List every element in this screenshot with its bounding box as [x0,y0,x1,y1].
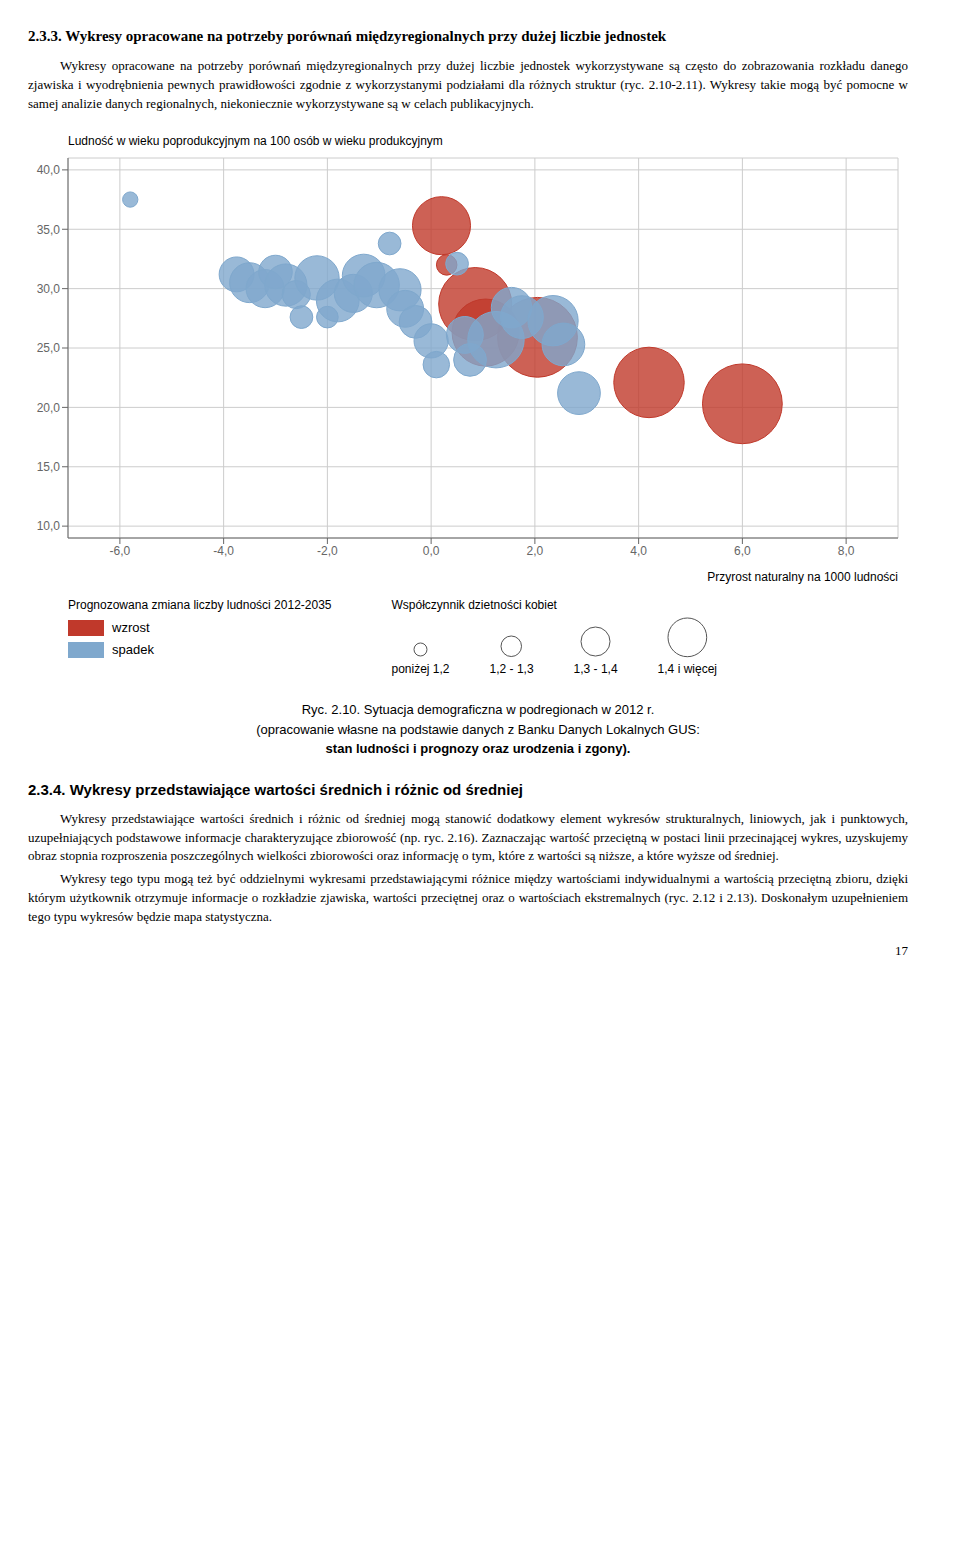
svg-text:2,0: 2,0 [527,543,544,557]
svg-text:25,0: 25,0 [37,341,61,355]
html-text:Przyrost naturalny na 1000 lud: Przyrost naturalny na 1000 ludności [707,569,898,584]
html-text:2.3.3. Wykresy opracowane na p: 2.3.3. Wykresy opracowane na potrzeby po… [28,28,667,44]
svg-text:4,0: 4,0 [630,543,647,557]
svg-text:10,0: 10,0 [37,519,61,533]
svg-text:40,0: 40,0 [37,163,61,177]
html-text:poniżej 1,2: poniżej 1,2 [391,662,450,677]
html-text:2.3.4. Wykresy przedstawiające: 2.3.4. Wykresy przedstawiające wartości … [28,780,523,798]
html-text:stan ludności i prognozy oraz: stan ludności i prognozy oraz urodzenia … [325,741,631,757]
html-text:1,2 - 1,3: 1,2 - 1,3 [489,662,534,677]
html-text:Współczynnik dzietności kobiet: Współczynnik dzietności kobiet [391,597,557,612]
html-text:Wykresy tego typu mogą też być: Wykresy tego typu mogą też być oddzielny… [28,871,908,924]
svg-text:-2,0: -2,0 [317,543,338,557]
html-text:Prognozowana zmiana liczby lud: Prognozowana zmiana liczby ludności 2012… [68,597,332,612]
svg-text:-4,0: -4,0 [213,543,234,557]
html-text:Ludność w wieku poprodukcyjnym: Ludność w wieku poprodukcyjnym na 100 os… [68,133,443,148]
html-text:1,3 - 1,4: 1,3 - 1,4 [573,662,618,677]
html-text:Wykresy przedstawiające wartoś: Wykresy przedstawiające wartości średnic… [28,810,908,864]
html-text:(opracowanie własne na podstaw: (opracowanie własne na podstawie danych … [256,721,700,737]
svg-text:6,0: 6,0 [734,543,751,557]
svg-text:20,0: 20,0 [37,400,61,414]
svg-text:-6,0: -6,0 [110,543,131,557]
svg-text:8,0: 8,0 [838,543,855,557]
svg-text:15,0: 15,0 [37,460,61,474]
html-text:17: 17 [895,942,908,958]
html-text:spadek: spadek [112,642,154,657]
svg-text:0,0: 0,0 [423,543,440,557]
html-text:Wykresy opracowane na potrzeby: Wykresy opracowane na potrzeby porównań … [28,58,908,111]
svg-text:30,0: 30,0 [37,281,61,295]
svg-text:35,0: 35,0 [37,222,61,236]
html-text:wzrost: wzrost [112,620,150,635]
html-text:1,4 i więcej: 1,4 i więcej [657,662,717,677]
html-text:Ryc. 2.10. Sytuacja demografic: Ryc. 2.10. Sytuacja demograficzna w podr… [301,702,655,718]
